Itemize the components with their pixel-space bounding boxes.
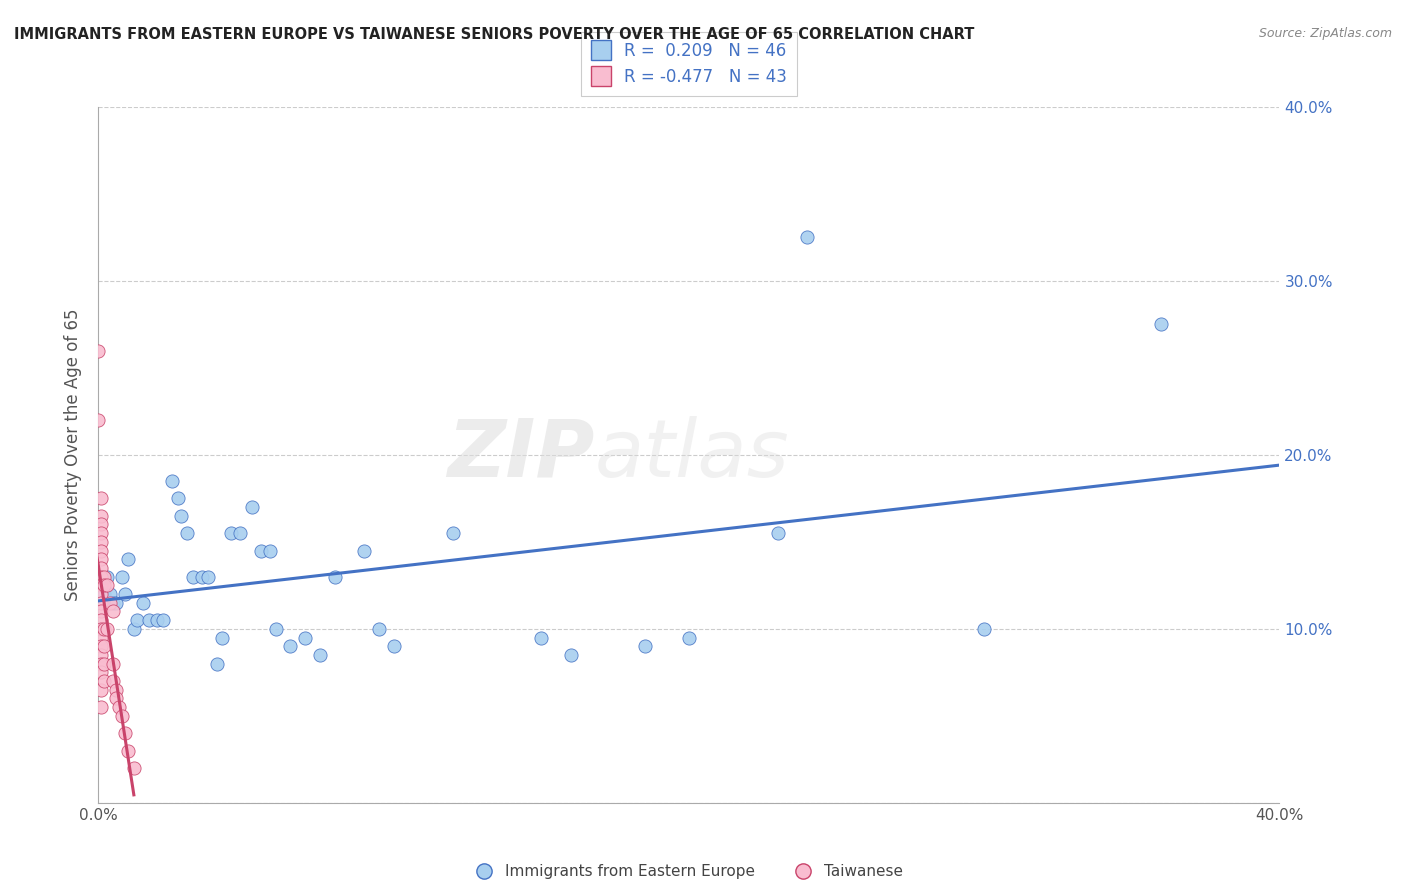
Point (309, 648, 332, 662)
Point (90, 561, 112, 575)
Point (125, 613, 148, 627)
Point (90, 665, 112, 680)
Point (90, 552, 112, 566)
Point (93, 657, 115, 671)
Point (181, 570, 204, 584)
Text: atlas: atlas (595, 416, 789, 494)
Point (90, 700, 112, 714)
Point (93, 622, 115, 636)
Point (90, 587, 112, 601)
Point (90, 639, 112, 653)
Point (103, 674, 125, 689)
Point (90, 526, 112, 541)
Text: IMMIGRANTS FROM EASTERN EUROPE VS TAIWANESE SENIORS POVERTY OVER THE AGE OF 65 C: IMMIGRANTS FROM EASTERN EUROPE VS TAIWAN… (14, 27, 974, 42)
Point (229, 526, 252, 541)
Point (93, 674, 115, 689)
Point (167, 491, 190, 506)
Point (530, 631, 553, 645)
Point (111, 570, 134, 584)
Point (98, 596, 121, 610)
Text: ZIP: ZIP (447, 416, 595, 494)
Point (766, 526, 789, 541)
Point (103, 605, 125, 619)
Point (114, 726, 136, 740)
Point (90, 570, 112, 584)
Point (87, 343, 110, 358)
Point (117, 744, 139, 758)
Point (90, 517, 112, 532)
Point (170, 508, 193, 523)
Point (1150, 318, 1173, 332)
Point (108, 700, 131, 714)
Point (90, 534, 112, 549)
Point (93, 587, 115, 601)
Point (353, 543, 375, 558)
Point (211, 631, 233, 645)
Point (294, 631, 316, 645)
Point (90, 570, 112, 584)
Text: Source: ZipAtlas.com: Source: ZipAtlas.com (1258, 27, 1392, 40)
Point (678, 631, 700, 645)
Point (96, 570, 118, 584)
Point (219, 526, 242, 541)
Point (111, 708, 134, 723)
Point (796, 230, 818, 244)
Point (90, 648, 112, 662)
Point (103, 657, 125, 671)
Point (90, 682, 112, 697)
Point (240, 500, 263, 514)
Point (122, 761, 145, 775)
Point (973, 622, 995, 636)
Point (90, 605, 112, 619)
Point (176, 526, 198, 541)
Point (93, 639, 115, 653)
Point (122, 622, 145, 636)
Point (103, 596, 125, 610)
Point (152, 613, 174, 627)
Point (259, 543, 281, 558)
Point (105, 691, 128, 706)
Point (96, 578, 118, 592)
Point (250, 543, 273, 558)
Point (441, 526, 464, 541)
Point (105, 682, 128, 697)
Point (382, 639, 405, 653)
Point (90, 622, 112, 636)
Point (87, 413, 110, 427)
Point (114, 587, 136, 601)
Point (105, 596, 128, 610)
Point (264, 622, 287, 636)
Point (90, 578, 112, 592)
Point (278, 639, 302, 653)
Point (90, 613, 112, 627)
Point (90, 596, 112, 610)
Point (117, 552, 139, 566)
Point (90, 491, 112, 506)
Point (90, 543, 112, 558)
Point (146, 613, 169, 627)
Point (368, 622, 391, 636)
Point (138, 613, 160, 627)
Point (93, 578, 115, 592)
Legend: Immigrants from Eastern Europe, Taiwanese: Immigrants from Eastern Europe, Taiwanes… (468, 858, 910, 886)
Point (96, 622, 118, 636)
Point (90, 657, 112, 671)
Point (132, 596, 155, 610)
Point (197, 570, 219, 584)
Point (560, 648, 582, 662)
Point (162, 474, 183, 488)
Point (205, 657, 228, 671)
Point (98, 587, 121, 601)
Point (191, 570, 214, 584)
Point (90, 508, 112, 523)
Point (323, 570, 346, 584)
Point (93, 570, 115, 584)
Point (90, 631, 112, 645)
Point (633, 639, 655, 653)
Y-axis label: Seniors Poverty Over the Age of 65: Seniors Poverty Over the Age of 65 (65, 309, 83, 601)
